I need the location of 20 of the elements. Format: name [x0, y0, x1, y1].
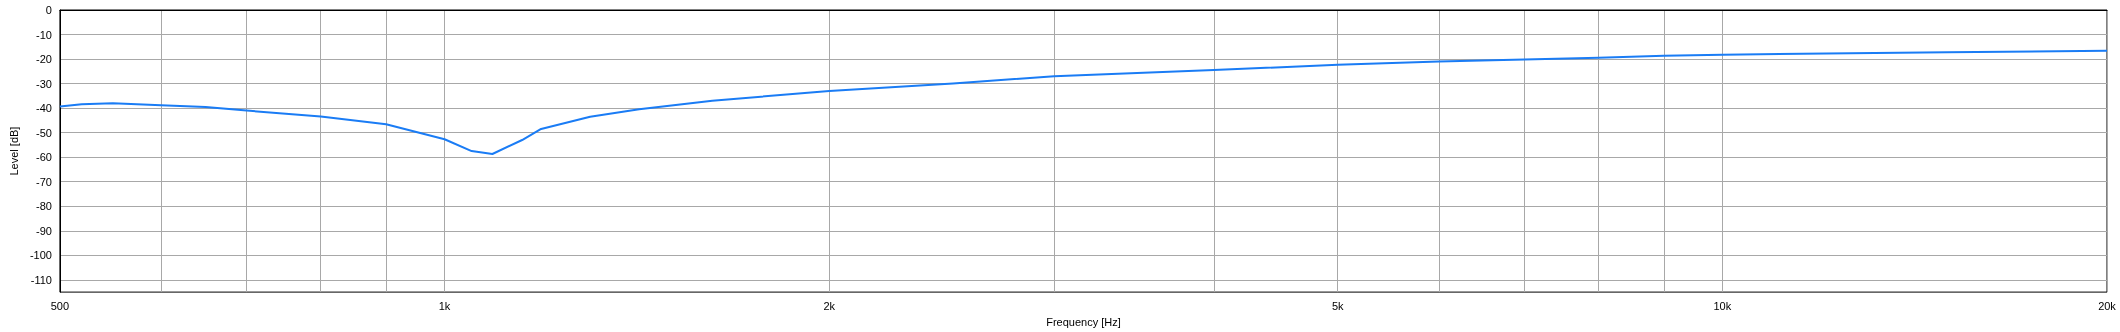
x-tick-label: 5k	[1331, 299, 1344, 312]
y-tick-label: -110	[30, 273, 52, 286]
x-tick-label: 500	[50, 299, 70, 312]
y-tick-label: -90	[36, 224, 52, 237]
y-tick-label: -80	[36, 200, 52, 213]
x-tick-label: 1k	[438, 299, 451, 312]
y-tick-label: -100	[29, 249, 52, 262]
y-tick-label: -70	[36, 175, 52, 188]
y-tick-label: -30	[36, 77, 52, 90]
x-tick-label: 10k	[1713, 299, 1732, 312]
x-tick-label: 2k	[823, 299, 836, 312]
y-tick-label: -10	[36, 28, 52, 41]
y-tick-label: -20	[36, 53, 52, 66]
y-tick-label: -40	[36, 102, 52, 115]
y-axis-title: Level [dB]	[7, 126, 20, 176]
x-tick-label: 20k	[2098, 299, 2117, 312]
y-tick-label: 0	[45, 4, 52, 16]
y-tick-label: -50	[36, 126, 52, 139]
x-axis-title: Frequency [Hz]	[1046, 315, 1121, 328]
y-tick-label: -60	[36, 151, 52, 164]
